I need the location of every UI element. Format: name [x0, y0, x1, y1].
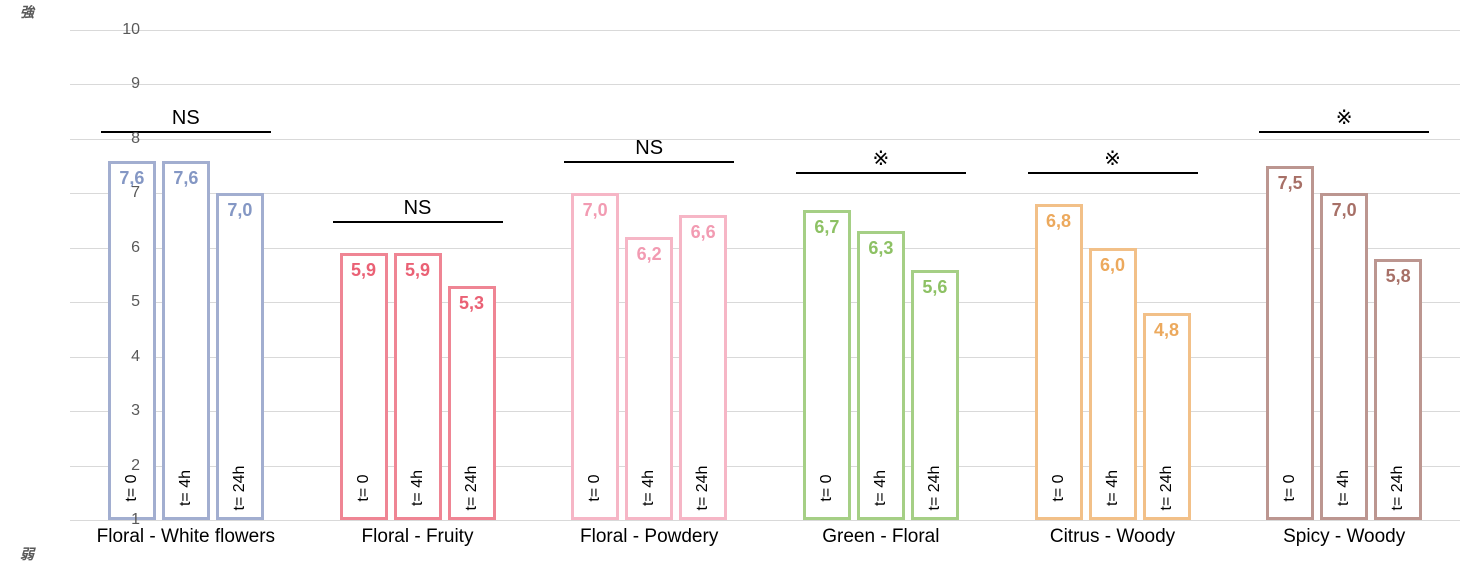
group: NS7,6t= 07,6t= 4h7,0t= 24hFloral - White…	[70, 30, 302, 520]
bar: 5,6 t= 24h	[911, 270, 959, 520]
bar-time-label: t= 4h	[872, 470, 890, 506]
bar-time-label: t= 0	[818, 474, 836, 501]
bar: 7,0 t= 24h	[216, 193, 264, 520]
category-label: Green - Floral	[822, 526, 939, 548]
bar: 5,3 t= 24h	[448, 286, 496, 520]
bar: 5,9 t= 4h	[394, 253, 442, 520]
bar-value-label: 6,7	[814, 217, 839, 238]
bar-chart: 強 弱 NS7,6t= 07,6t= 4h7,0t= 24hFloral - W…	[0, 0, 1474, 568]
bar-value-label: 5,8	[1386, 266, 1411, 287]
bar: 6,8 t= 0	[1035, 204, 1083, 520]
bar-time-label: t= 0	[1281, 474, 1299, 501]
bar-value-label: 6,8	[1046, 211, 1071, 232]
bar-time-label: t= 24h	[463, 466, 481, 511]
y-tick-label: 3	[80, 402, 140, 420]
bar-time-label: t= 0	[1050, 474, 1068, 501]
category-label: Floral - Fruity	[362, 526, 474, 548]
y-tick-label: 4	[80, 348, 140, 366]
bar: 5,8 t= 24h	[1374, 259, 1422, 520]
group: NS5,9t= 05,9t= 4h5,3t= 24hFloral - Fruit…	[302, 30, 534, 520]
plot-area: NS7,6t= 07,6t= 4h7,0t= 24hFloral - White…	[70, 30, 1460, 520]
bar-value-label: 7,0	[583, 200, 608, 221]
bar-time-label: t= 4h	[1104, 470, 1122, 506]
group: ※6,7t= 06,3t= 4h5,6t= 24hGreen - Floral	[765, 30, 997, 520]
bar-value-label: 6,2	[637, 244, 662, 265]
group: NS7,0t= 06,2t= 4h6,6t= 24hFloral - Powde…	[533, 30, 765, 520]
bar-value-label: 5,9	[351, 260, 376, 281]
category-label: Floral - White flowers	[97, 526, 275, 548]
grid-line	[70, 520, 1460, 521]
bar-value-label: 7,5	[1278, 173, 1303, 194]
bar-time-label: t= 4h	[177, 470, 195, 506]
bar-value-label: 6,0	[1100, 255, 1125, 276]
y-tick-label: 1	[80, 511, 140, 529]
bar-value-label: 7,0	[1332, 200, 1357, 221]
category-label: Floral - Powdery	[580, 526, 718, 548]
category-label: Spicy - Woody	[1283, 526, 1405, 548]
group: ※6,8t= 06,0t= 4h4,8t= 24hCitrus - Woody	[997, 30, 1229, 520]
bars-row: 6,7 t= 0 6,3 t= 4h 5,6 t= 24h	[765, 30, 997, 520]
bar-value-label: 4,8	[1154, 320, 1179, 341]
y-tick-label: 7	[80, 184, 140, 202]
bar-time-label: t= 24h	[694, 466, 712, 511]
y-tick-label: 10	[80, 21, 140, 39]
y-tick-label: 8	[80, 130, 140, 148]
bar-time-label: t= 4h	[409, 470, 427, 506]
bars-row: 7,6t= 07,6t= 4h7,0t= 24h	[70, 30, 302, 520]
bars-row: 7,0 t= 0 6,2 t= 4h 6,6 t= 24h	[533, 30, 765, 520]
bar: 6,3 t= 4h	[857, 231, 905, 520]
y-axis-weak-label: 弱	[20, 544, 34, 564]
bar-time-label: t= 24h	[1158, 466, 1176, 511]
groups-row: NS7,6t= 07,6t= 4h7,0t= 24hFloral - White…	[70, 30, 1460, 520]
bar-time-label: t= 24h	[231, 466, 249, 511]
bar: 7,0 t= 0	[571, 193, 619, 520]
y-tick-label: 9	[80, 75, 140, 93]
bar-time-label: t= 4h	[1335, 470, 1353, 506]
bar-value-label: 5,3	[459, 293, 484, 314]
bar: 4,8 t= 24h	[1143, 313, 1191, 520]
bars-row: 7,5 t= 0 7,0 t= 4h 5,8 t= 24h	[1228, 30, 1460, 520]
y-axis-strong-label: 強	[20, 2, 34, 22]
bar-value-label: 7,0	[227, 200, 252, 221]
bar-time-label: t= 4h	[640, 470, 658, 506]
bar-time-label: t= 24h	[926, 466, 944, 511]
bars-row: 5,9 t= 0 5,9 t= 4h 5,3 t= 24h	[302, 30, 534, 520]
category-label: Citrus - Woody	[1050, 526, 1175, 548]
bar: 5,9 t= 0	[340, 253, 388, 520]
bar-time-label: t= 0	[355, 474, 373, 501]
bar-time-label: t= 0	[586, 474, 604, 501]
bar: 7,6 t= 4h	[162, 161, 210, 520]
bar-value-label: 7,6	[173, 168, 198, 189]
bar: 6,2 t= 4h	[625, 237, 673, 520]
y-tick-label: 5	[80, 293, 140, 311]
bar-value-label: 5,9	[405, 260, 430, 281]
bars-row: 6,8 t= 0 6,0 t= 4h 4,8 t= 24h	[997, 30, 1229, 520]
bar: 6,7 t= 0	[803, 210, 851, 520]
y-tick-label: 6	[80, 239, 140, 257]
bar-value-label: 6,3	[868, 238, 893, 259]
bar-value-label: 5,6	[922, 277, 947, 298]
bar-time-label: t= 24h	[1389, 466, 1407, 511]
bar-value-label: 6,6	[691, 222, 716, 243]
bar-time-label: t= 0	[123, 474, 141, 501]
group: ※7,5t= 07,0t= 4h5,8t= 24hSpicy - Woody	[1228, 30, 1460, 520]
bar: 6,6 t= 24h	[679, 215, 727, 520]
y-tick-label: 2	[80, 457, 140, 475]
bar: 7,5 t= 0	[1266, 166, 1314, 520]
bar: 6,0 t= 4h	[1089, 248, 1137, 520]
bar: 7,0 t= 4h	[1320, 193, 1368, 520]
